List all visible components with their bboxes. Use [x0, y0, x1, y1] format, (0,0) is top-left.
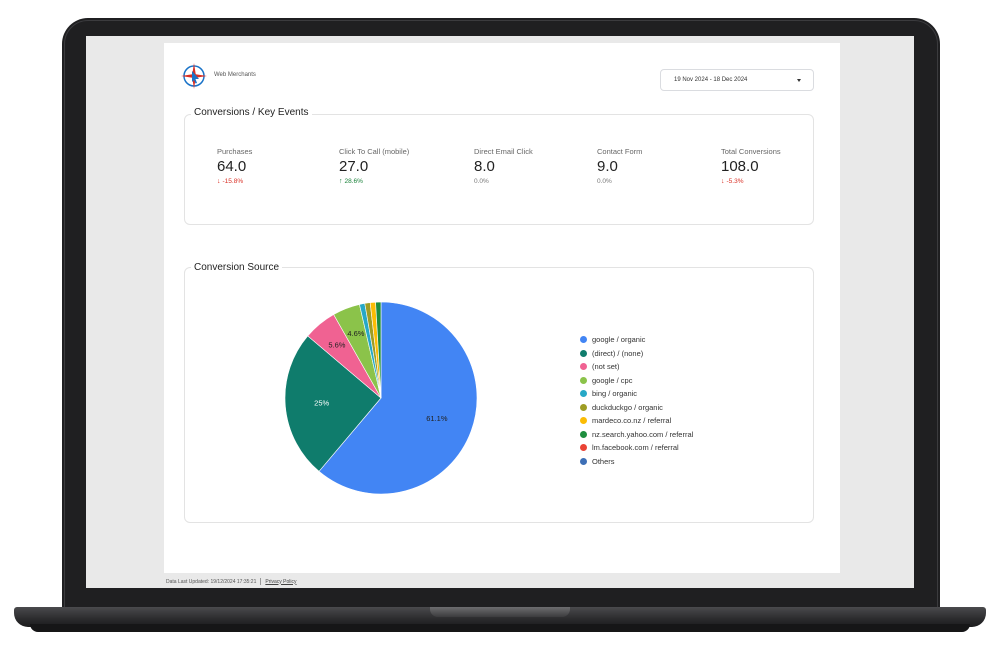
chevron-down-icon: [797, 79, 801, 82]
kpi-card: [184, 114, 814, 225]
pie-data-label: 25%: [314, 398, 329, 407]
legend-label: mardeco.co.nz / referral: [592, 416, 672, 426]
legend-swatch: [580, 444, 587, 452]
pie-slice[interactable]: [318, 301, 478, 495]
legend-swatch: [580, 417, 587, 425]
pie-legend: google / organic (direct) / (none) (not se…: [580, 333, 693, 468]
pie-data-label: 4.6%: [347, 329, 364, 338]
legend-item[interactable]: duckduckgo / organic: [580, 401, 693, 415]
legend-item[interactable]: lm.facebook.com / referral: [580, 441, 693, 455]
kpi-value: 27.0: [339, 158, 369, 175]
pie-slice[interactable]: [284, 335, 382, 472]
legend-swatch: [580, 457, 587, 465]
legend-item[interactable]: (direct) / (none): [580, 347, 693, 361]
laptop-screen: Web Merchants 19 Nov 2024 - 18 Dec 2024 …: [86, 36, 914, 588]
legend-item[interactable]: google / organic: [580, 333, 693, 347]
kpi-label: Total Conversions: [721, 147, 781, 156]
legend-item[interactable]: Others: [580, 455, 693, 469]
conversion-source-card: [184, 267, 814, 523]
legend-label: lm.facebook.com / referral: [592, 443, 679, 453]
pie-data-label: 5.6%: [328, 340, 345, 349]
kpi-label: Purchases: [217, 147, 253, 156]
kpi-delta: ↓ -15.8%: [217, 178, 244, 185]
kpi-contact-form: Contact Form 9.0 0.0%: [597, 147, 717, 185]
kpi-direct-email: Direct Email Click 8.0 0.0%: [474, 147, 594, 185]
pie-slice[interactable]: [375, 301, 382, 399]
legend-label: (direct) / (none): [592, 348, 644, 358]
kpi-purchases: Purchases 64.0 ↓ -15.8%: [217, 147, 337, 185]
kpi-delta: ↑ 28.6%: [339, 178, 363, 185]
report-page: Web Merchants 19 Nov 2024 - 18 Dec 2024 …: [164, 43, 840, 573]
legend-swatch: [580, 349, 587, 357]
kpi-delta: ↓ -5.3%: [721, 178, 744, 185]
kpi-label: Direct Email Click: [474, 147, 533, 156]
legend-swatch: [580, 403, 587, 411]
legend-item[interactable]: nz.search.yahoo.com / referral: [580, 428, 693, 442]
kpi-value: 8.0: [474, 158, 495, 175]
kpi-card-title: Conversions / Key Events: [191, 107, 312, 118]
kpi-total-conversions: Total Conversions 108.0 ↓ -5.3%: [721, 147, 841, 185]
kpi-value: 9.0: [597, 158, 618, 175]
legend-swatch: [580, 430, 587, 438]
legend-item[interactable]: (not set): [580, 360, 693, 374]
privacy-policy-link[interactable]: Privacy Policy: [265, 578, 297, 585]
kpi-delta: 0.0%: [597, 178, 612, 185]
legend-swatch: [580, 376, 587, 384]
kpi-delta: 0.0%: [474, 178, 489, 185]
legend-label: google / organic: [592, 335, 646, 345]
laptop-base: [14, 607, 986, 627]
legend-label: duckduckgo / organic: [592, 402, 663, 412]
kpi-value: 64.0: [217, 158, 247, 175]
arrow-down-icon: ↓: [721, 178, 725, 185]
conversion-source-pie-chart: 61.1% 25% 5.6%4.6%: [284, 301, 478, 495]
laptop-hinge-notch: [430, 607, 570, 617]
footer-divider: [260, 578, 262, 585]
last-updated-text: Data Last Updated: 19/12/2024 17:35:21: [166, 578, 257, 585]
legend-label: nz.search.yahoo.com / referral: [592, 429, 694, 439]
legend-label: google / cpc: [592, 375, 633, 385]
conversion-source-title: Conversion Source: [191, 262, 283, 273]
legend-swatch: [580, 336, 587, 344]
kpi-click-to-call: Click To Call (mobile) 27.0 ↑ 28.6%: [339, 147, 459, 185]
date-range-text: 19 Nov 2024 - 18 Dec 2024: [674, 77, 748, 83]
legend-label: (not set): [592, 362, 620, 372]
legend-label: bing / organic: [592, 389, 638, 399]
legend-swatch: [580, 390, 587, 398]
arrow-down-icon: ↓: [217, 178, 221, 185]
compass-logo-icon: [181, 63, 207, 89]
kpi-label: Contact Form: [597, 147, 643, 156]
arrow-up-icon: ↑: [339, 178, 343, 185]
kpi-label: Click To Call (mobile): [339, 147, 410, 156]
kpi-value: 108.0: [721, 158, 759, 175]
legend-item[interactable]: mardeco.co.nz / referral: [580, 414, 693, 428]
laptop-base-shadow: [30, 624, 970, 632]
brand-name: Web Merchants: [214, 72, 256, 78]
date-range-picker[interactable]: 19 Nov 2024 - 18 Dec 2024: [660, 69, 814, 91]
legend-label: Others: [592, 456, 615, 466]
legend-item[interactable]: bing / organic: [580, 387, 693, 401]
legend-swatch: [580, 363, 587, 371]
pie-data-label: 61.1%: [426, 414, 448, 423]
report-footer: Data Last Updated: 19/12/2024 17:35:21 P…: [164, 575, 840, 588]
legend-item[interactable]: google / cpc: [580, 374, 693, 388]
